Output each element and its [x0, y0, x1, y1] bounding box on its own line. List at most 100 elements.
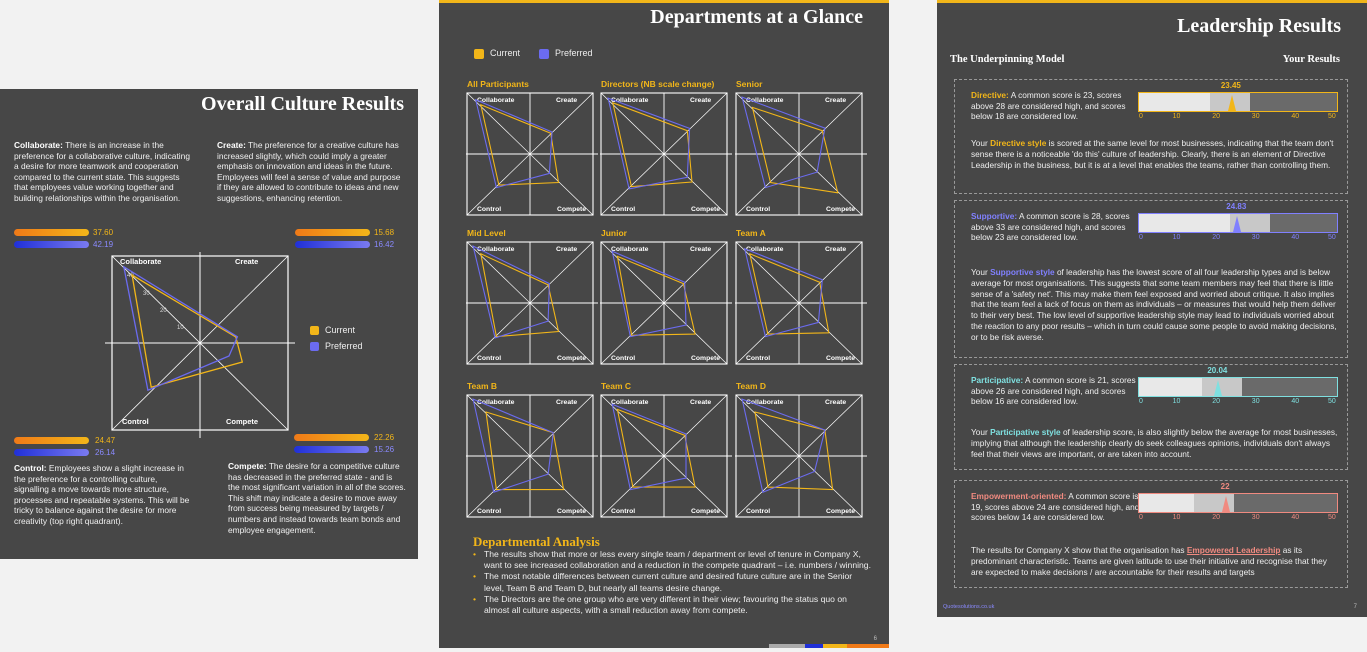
- section-paragraph: The results for Company X show that the …: [971, 545, 1327, 577]
- scale-tick: 0: [1139, 113, 1143, 120]
- section-benchmark: A common score is 28, scores above 33 ar…: [971, 211, 1130, 243]
- quadrant-label: Control: [746, 508, 770, 515]
- scale-tick: 40: [1291, 514, 1300, 521]
- legend-current-label: Current: [325, 325, 356, 335]
- scale-tick: 20: [1212, 234, 1220, 241]
- score-value: 23.45: [1220, 81, 1241, 90]
- current-series: [612, 101, 693, 188]
- footer-link[interactable]: Quotesolutions.co.uk: [943, 604, 995, 610]
- bottom-stripe: [769, 644, 889, 648]
- chart-diag: [466, 394, 594, 518]
- leadership-section: Participative: A common score is 21, sco…: [954, 364, 1348, 470]
- chart-title: All Participants: [467, 79, 529, 89]
- create-head: Create:: [217, 140, 246, 150]
- chart-diag: [600, 92, 728, 216]
- collaborate-current-value: 37.60: [93, 228, 114, 237]
- create-current-value: 15.68: [374, 228, 395, 237]
- department-radar-chart: Collaborate Create Control Compete: [466, 241, 598, 365]
- quadrant-collaborate: Collaborate: [120, 257, 161, 266]
- score-marker: [1233, 216, 1242, 232]
- low-range: [1139, 494, 1195, 512]
- collaborate-body: There is an increase in the preference f…: [14, 140, 190, 203]
- analysis-bullet: • The results show that more or less ever…: [473, 549, 871, 571]
- quadrant-label: Compete: [691, 508, 720, 515]
- quadrant-control: Control: [122, 417, 149, 426]
- scale-tick: 50: [1328, 113, 1336, 120]
- collaborate-text: Collaborate: There is an increase in the…: [14, 140, 194, 204]
- control-current-bar: [14, 437, 89, 444]
- preferred-series: [743, 247, 823, 338]
- section-heading: Participative:: [971, 375, 1024, 385]
- current-series: [480, 252, 560, 338]
- analysis-title: Departmental Analysis: [473, 534, 600, 549]
- scale-tick: 10: [1172, 234, 1181, 241]
- section-description: Supportive: A common score is 28, scores…: [971, 211, 1141, 243]
- create-text: Create: The preference for a creative cu…: [217, 140, 403, 204]
- current-series: [749, 252, 830, 335]
- section-description: Empowerment-oriented: A common score is …: [971, 491, 1141, 523]
- preferred-series: [611, 250, 687, 338]
- current-series: [480, 103, 560, 186]
- current-series: [131, 273, 244, 389]
- quadrant-label: Create: [690, 97, 711, 104]
- section-heading: Directive:: [971, 90, 1009, 100]
- collaborate-preferred-bar: [14, 241, 89, 248]
- overall-radar-chart: Collaborate Create Control Compete 40 30…: [105, 252, 295, 438]
- chart-diag: [735, 394, 863, 518]
- control-body: Employees show a slight increase in the …: [14, 463, 190, 526]
- analysis-bullets: • The results show that more or less ever…: [473, 549, 873, 616]
- legend-preferred-label: Preferred: [555, 48, 593, 58]
- chart-title: Team A: [736, 228, 766, 238]
- legend-current-swatch: [310, 326, 319, 335]
- score-bar: [1138, 92, 1338, 112]
- department-radar-chart: Collaborate Create Control Compete: [466, 92, 598, 216]
- quadrant-label: Compete: [826, 355, 855, 362]
- collaborate-current-bar: [14, 229, 89, 236]
- quadrant-label: Compete: [826, 206, 855, 213]
- axis-tick: 10: [177, 325, 184, 331]
- leadership-page: Leadership Results The Underpinning Mode…: [937, 0, 1367, 617]
- scale-tick: 40: [1291, 398, 1300, 405]
- compete-preferred-value: 15.26: [374, 445, 395, 454]
- top-accent: [439, 0, 889, 3]
- section-benchmark: A common score is 23, scores above 28 ar…: [971, 90, 1126, 122]
- section-heading: Supportive:: [971, 211, 1018, 221]
- leadership-section: Supportive: A common score is 28, scores…: [954, 200, 1348, 358]
- scale-tick: 10: [1172, 398, 1181, 405]
- preferred-series: [122, 265, 239, 392]
- section-heading: Empowerment-oriented:: [971, 491, 1067, 501]
- chart-title: Senior: [736, 79, 763, 89]
- quadrant-compete: Compete: [226, 417, 258, 426]
- low-range: [1139, 214, 1231, 232]
- preferred-series: [472, 245, 550, 339]
- scale-tick: 20: [1212, 398, 1220, 405]
- department-radar-chart: Collaborate Create Control Compete: [735, 241, 867, 365]
- chart-diag: [600, 241, 728, 365]
- scale-tick: 30: [1251, 514, 1260, 521]
- quadrant-label: Collaborate: [477, 246, 515, 253]
- leadership-section: Empowerment-oriented: A common score is …: [954, 480, 1348, 588]
- section-description: Participative: A common score is 21, sco…: [971, 375, 1141, 407]
- department-radar-chart: Collaborate Create Control Compete: [600, 394, 732, 518]
- department-radar-chart: Collaborate Create Control Compete: [600, 241, 732, 365]
- department-radar-chart: Collaborate Create Control Compete: [735, 92, 867, 216]
- quadrant-label: Control: [477, 355, 501, 362]
- scale-tick: 10: [1172, 113, 1181, 120]
- scale-tick: 0: [1139, 514, 1143, 521]
- leadership-section: Directive: A common score is 23, scores …: [954, 79, 1348, 194]
- control-text: Control: Employees show a slight increas…: [14, 463, 192, 527]
- scale-tick: 0: [1139, 398, 1143, 405]
- compete-body: The desire for a competitive culture has…: [228, 461, 406, 535]
- chart-diag: [466, 241, 594, 365]
- current-series: [485, 411, 565, 491]
- current-series: [616, 255, 696, 336]
- score-marker: [1214, 380, 1223, 396]
- legend-current-swatch: [474, 49, 484, 59]
- create-body: The preference for a creative culture ha…: [217, 140, 401, 203]
- quadrant-label: Collaborate: [611, 399, 649, 406]
- page-title: Overall Culture Results: [201, 93, 404, 115]
- quadrant-label: Create: [556, 97, 577, 104]
- scale-tick: 30: [1251, 113, 1260, 120]
- analysis-bullet: • The most notable differences between cu…: [473, 571, 853, 593]
- compete-head: Compete:: [228, 461, 267, 471]
